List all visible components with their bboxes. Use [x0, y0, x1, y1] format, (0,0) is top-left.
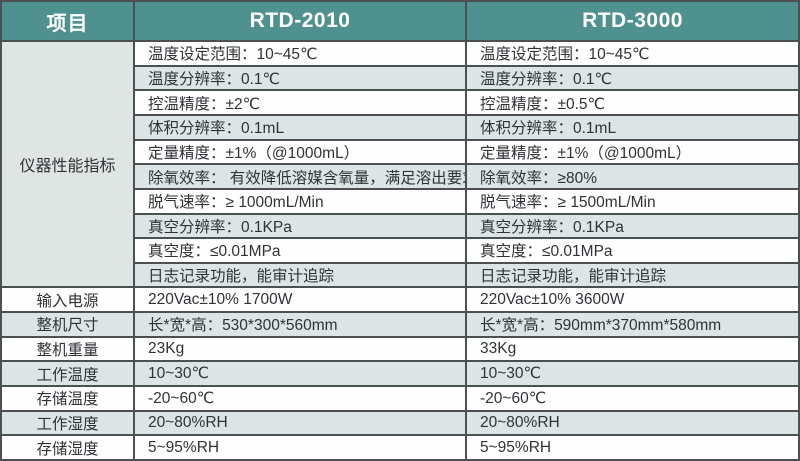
spec-cell-vacuum-resolution-rtd2010: 真空分辨率：0.1KPa [133, 212, 465, 238]
spec-cell-temp-resolution-rtd3000: 温度分辨率：0.1℃ [465, 64, 798, 90]
spec-cell-working-temp-rtd3000: 10~30℃ [465, 360, 798, 386]
spec-cell-working-humidity-rtd3000: 20~80%RH [465, 409, 798, 435]
spec-cell-storage-humidity-rtd2010: 5~95%RH [133, 434, 465, 459]
spec-cell-weight-rtd3000: 33Kg [465, 335, 798, 361]
spec-cell-degas-rate-rtd3000: 脱气速率：≥ 1500mL/Min [465, 187, 798, 213]
spec-cell-logging-rtd3000: 日志记录功能，能审计追踪 [465, 261, 798, 287]
spec-cell-dosing-accuracy-rtd3000: 定量精度：±1%（@1000mL） [465, 138, 798, 164]
spec-cell-temp-accuracy-rtd3000: 控温精度：±0.5℃ [465, 89, 798, 114]
spec-cell-input-power-rtd3000: 220Vac±10% 3600W [465, 286, 798, 312]
row-label-working-humidity: 工作湿度 [2, 409, 133, 435]
spec-cell-degas-rate-rtd2010: 脱气速率：≥ 1000mL/Min [133, 187, 465, 213]
header-cell-project: 项目 [2, 2, 133, 40]
spec-cell-dimensions-rtd2010: 长*宽*高：530*300*560mm [133, 311, 465, 336]
header-cell-rtd3000: RTD-3000 [465, 2, 798, 40]
spec-cell-working-humidity-rtd2010: 20~80%RH [133, 409, 465, 435]
spec-cell-weight-rtd2010: 23Kg [133, 335, 465, 361]
spec-cell-vacuum-degree-rtd2010: 真空度：≤0.01MPa [133, 237, 465, 262]
row-label-weight: 整机重量 [2, 335, 133, 361]
spec-cell-vacuum-degree-rtd3000: 真空度：≤0.01MPa [465, 237, 798, 262]
spec-cell-logging-rtd2010: 日志记录功能，能审计追踪 [133, 261, 465, 287]
spec-cell-deoxygen-efficiency-rtd3000: 除氧效率：≥80% [465, 163, 798, 188]
spec-cell-storage-temp-rtd2010: -20~60℃ [133, 385, 465, 410]
spec-cell-temp-range-rtd3000: 温度设定范围：10~45℃ [465, 40, 798, 65]
row-label-working-temp: 工作温度 [2, 360, 133, 386]
spec-cell-storage-humidity-rtd3000: 5~95%RH [465, 434, 798, 459]
spec-cell-volume-resolution-rtd3000: 体积分辨率：0.1mL [465, 113, 798, 139]
row-label-input-power: 输入电源 [2, 286, 133, 312]
spec-cell-dimensions-rtd3000: 长*宽*高：590mm*370mm*580mm [465, 311, 798, 336]
spec-cell-volume-resolution-rtd2010: 体积分辨率：0.1mL [133, 113, 465, 139]
spec-cell-dosing-accuracy-rtd2010: 定量精度：±1%（@1000mL） [133, 138, 465, 164]
spec-cell-input-power-rtd2010: 220Vac±10% 1700W [133, 286, 465, 312]
performance-group-label: 仪器性能指标 [2, 40, 133, 287]
spec-cell-working-temp-rtd2010: 10~30℃ [133, 360, 465, 386]
spec-cell-vacuum-resolution-rtd3000: 真空分辨率：0.1KPa [465, 212, 798, 238]
spec-cell-deoxygen-efficiency-rtd2010: 除氧效率： 有效降低溶媒含氧量，满足溶出要求 [133, 163, 465, 188]
header-cell-rtd2010: RTD-2010 [133, 2, 465, 40]
spec-cell-storage-temp-rtd3000: -20~60℃ [465, 385, 798, 410]
spec-cell-temp-resolution-rtd2010: 温度分辨率：0.1℃ [133, 64, 465, 90]
row-label-dimensions: 整机尺寸 [2, 311, 133, 336]
row-label-storage-humidity: 存储湿度 [2, 434, 133, 459]
spec-cell-temp-accuracy-rtd2010: 控温精度：±2℃ [133, 89, 465, 114]
row-label-storage-temp: 存储温度 [2, 385, 133, 410]
spec-cell-temp-range-rtd2010: 温度设定范围：10~45℃ [133, 40, 465, 65]
